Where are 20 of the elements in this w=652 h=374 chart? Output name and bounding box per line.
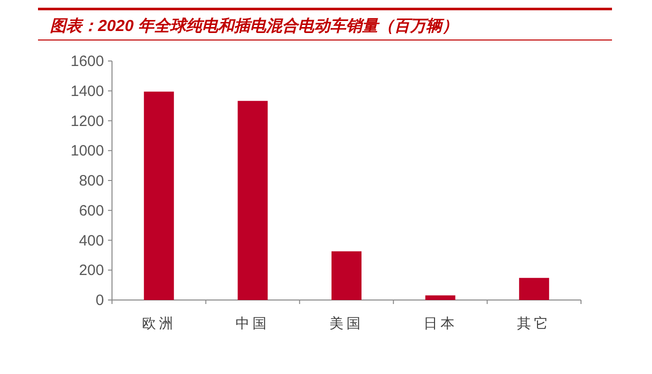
chart-title: 图表：2020 年全球纯电和插电混合电动车销量（百万辆） bbox=[50, 17, 458, 35]
x-tick-label: 美国 bbox=[330, 316, 364, 332]
bar bbox=[144, 92, 174, 300]
y-tick-label: 1400 bbox=[70, 82, 104, 100]
y-tick-label: 1200 bbox=[70, 112, 104, 130]
bar bbox=[238, 100, 268, 300]
y-tick-label: 600 bbox=[78, 202, 104, 220]
y-tick-label: 1600 bbox=[70, 53, 104, 70]
bar bbox=[332, 251, 362, 300]
y-tick-label: 0 bbox=[96, 292, 104, 309]
y-tick-label: 400 bbox=[78, 232, 104, 250]
x-tick-label: 中国 bbox=[236, 316, 270, 332]
y-tick-label: 800 bbox=[78, 172, 104, 190]
x-tick-label: 其它 bbox=[517, 316, 552, 332]
bar bbox=[519, 278, 550, 300]
x-tick-label: 欧洲 bbox=[142, 316, 176, 332]
y-tick-label: 200 bbox=[78, 262, 104, 280]
x-tick-label: 日本 bbox=[423, 316, 458, 332]
bar bbox=[425, 295, 456, 300]
y-tick-label: 1000 bbox=[70, 142, 104, 160]
